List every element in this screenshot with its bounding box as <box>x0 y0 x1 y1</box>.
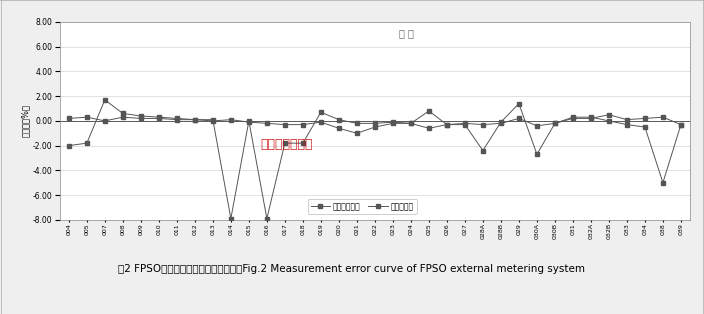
管线批误差 <box>155 116 163 120</box>
输油轮批误差 <box>460 123 469 127</box>
管线批误差 <box>281 123 289 127</box>
输油轮批误差 <box>353 122 361 125</box>
管线批误差 <box>533 124 541 128</box>
管线批误差 <box>407 122 415 125</box>
Line: 输油轮批误差: 输油轮批误差 <box>67 98 683 220</box>
管线批误差 <box>551 122 559 125</box>
输油轮批误差 <box>515 102 523 106</box>
管线批误差 <box>172 118 181 122</box>
输油轮批误差 <box>569 115 577 119</box>
输油轮批误差 <box>82 141 91 145</box>
输油轮批误差 <box>443 123 451 127</box>
输油轮批误差 <box>334 118 343 122</box>
管线批误差 <box>353 131 361 135</box>
输油轮批误差 <box>496 120 505 124</box>
管线批误差 <box>191 118 199 122</box>
管线批误差 <box>460 122 469 125</box>
输油轮批误差 <box>407 122 415 125</box>
管线批误差 <box>622 118 631 122</box>
输油轮批误差 <box>245 119 253 123</box>
Y-axis label: 误差值（%）: 误差值（%） <box>20 104 30 138</box>
输油轮批误差 <box>317 110 325 114</box>
输油轮批误差 <box>172 116 181 120</box>
管线批误差 <box>443 123 451 127</box>
输油轮批误差 <box>118 111 127 115</box>
输油轮批误差 <box>137 114 145 118</box>
输油轮批误差 <box>370 122 379 125</box>
输油轮批误差 <box>533 152 541 156</box>
管线批误差 <box>389 122 397 125</box>
管线批误差 <box>65 116 73 120</box>
输油轮批误差 <box>677 123 685 127</box>
管线批误差 <box>677 123 685 127</box>
管线批误差 <box>569 116 577 120</box>
管线批误差 <box>334 127 343 130</box>
输油轮批误差 <box>155 115 163 119</box>
管线批误差 <box>137 116 145 120</box>
输油轮批误差 <box>659 181 667 185</box>
管线批误差 <box>101 119 109 123</box>
输油轮批误差 <box>641 125 649 129</box>
管线批误差 <box>82 115 91 119</box>
输油轮批误差 <box>479 149 487 152</box>
输油轮批误差 <box>425 127 433 130</box>
输油轮批误差 <box>101 98 109 102</box>
管线批误差 <box>208 119 217 123</box>
输油轮批误差 <box>298 141 307 145</box>
管线批误差 <box>317 120 325 124</box>
管线批误差 <box>586 116 595 120</box>
输油轮批误差 <box>208 118 217 122</box>
输油轮批误差 <box>227 217 235 220</box>
输油轮批误差 <box>263 217 271 220</box>
管线批误差 <box>245 120 253 124</box>
管线批误差 <box>298 123 307 127</box>
Line: 管线批误差: 管线批误差 <box>67 109 683 135</box>
Text: 图2 FPSO外输计量系统计量误差曲线图Fig.2 Measurement error curve of FPSO external metering syst: 图2 FPSO外输计量系统计量误差曲线图Fig.2 Measurement er… <box>118 264 586 274</box>
管线批误差 <box>641 116 649 120</box>
Text: 说华云流量计厂: 说华云流量计厂 <box>260 138 313 151</box>
管线批误差 <box>118 115 127 119</box>
输油轮批误差 <box>622 123 631 127</box>
管线批误差 <box>515 116 523 120</box>
管线批误差 <box>370 125 379 129</box>
输油轮批误差 <box>389 120 397 124</box>
Legend: 输油轮批误差, 管线批误差: 输油轮批误差, 管线批误差 <box>308 199 417 214</box>
输油轮批误差 <box>586 115 595 119</box>
管线批误差 <box>496 122 505 125</box>
输油轮批误差 <box>605 119 613 123</box>
管线批误差 <box>263 122 271 125</box>
管线批误差 <box>479 123 487 127</box>
管线批误差 <box>227 118 235 122</box>
管线批误差 <box>425 109 433 113</box>
输油轮批误差 <box>191 118 199 122</box>
输油轮批误差 <box>65 144 73 148</box>
Text: 批 次: 批 次 <box>399 28 414 38</box>
管线批误差 <box>659 115 667 119</box>
管线批误差 <box>605 113 613 116</box>
输油轮批误差 <box>281 141 289 145</box>
输油轮批误差 <box>551 122 559 125</box>
